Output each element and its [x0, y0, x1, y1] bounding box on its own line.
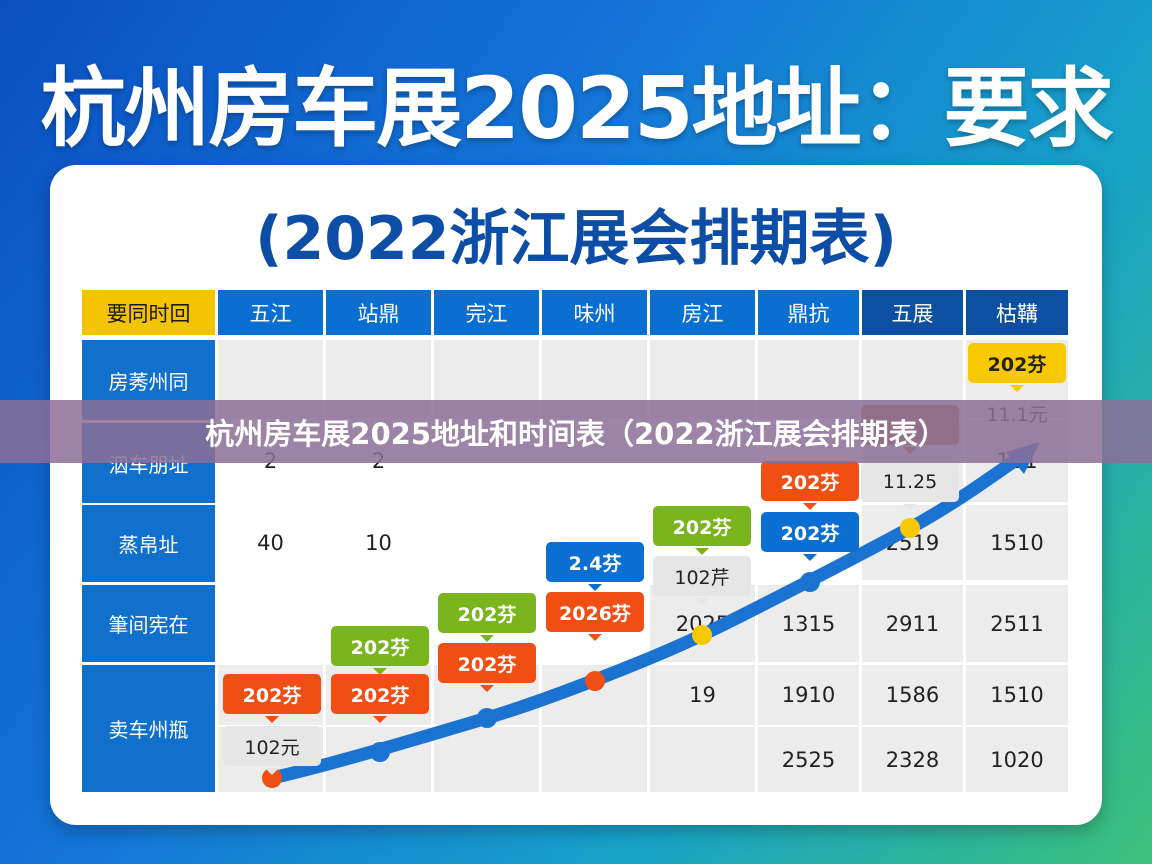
table-cell: 1910 [758, 665, 859, 725]
point-marker [477, 708, 497, 728]
callout-tag: 11.25 [861, 462, 959, 511]
column-header: 五展 [862, 290, 963, 335]
callout-tag: 202芬 [761, 461, 859, 510]
table-cell: 2911 [862, 585, 963, 662]
callout-tag: 202芬 [331, 674, 429, 723]
table-cell: 2511 [966, 585, 1068, 662]
table-cell [434, 505, 539, 580]
callout-tag: 202芬 [761, 512, 859, 561]
point-marker [585, 671, 605, 691]
point-marker [692, 625, 712, 645]
callout-tag: 2026芬 [546, 592, 644, 641]
column-header: 五江 [218, 290, 323, 335]
callout-tag: 202芬 [438, 593, 536, 642]
table-cell: 1510 [966, 505, 1068, 580]
point-marker [370, 742, 390, 762]
subtitle: (2022浙江展会排期表) [255, 204, 897, 274]
table-cell [542, 727, 647, 792]
table-cell: 2328 [862, 727, 963, 792]
row-header: 蒸帛址 [82, 505, 215, 582]
callout-tag: 202芬 [223, 674, 321, 723]
main-title: 杭州房车展2025地址：要求 [40, 59, 1113, 159]
table-cell: 19 [650, 665, 755, 725]
table-cell: 1510 [966, 665, 1068, 725]
table-cell: 1020 [966, 727, 1068, 792]
column-header: 房江 [650, 290, 755, 335]
caption-banner: 杭州房车展2025地址和时间表（2022浙江展会排期表） [0, 400, 1152, 463]
table-cell [218, 585, 323, 662]
table-cell: 10 [326, 505, 431, 580]
table-cell: 1586 [862, 665, 963, 725]
row-header: 筆间宪在 [82, 585, 215, 662]
point-marker [900, 518, 920, 538]
column-header: 味州 [542, 290, 647, 335]
table-cell [434, 727, 539, 792]
corner-header: 要同时回 [82, 290, 215, 335]
column-header: 站鼎 [326, 290, 431, 335]
callout-tag: 102芹 [653, 556, 751, 605]
callout-tag: 202芬 [968, 343, 1066, 392]
point-marker [800, 572, 820, 592]
table-cell [650, 727, 755, 792]
callout-tag: 202芬 [331, 626, 429, 675]
column-header: 完江 [434, 290, 539, 335]
callout-tag: 202芬 [653, 506, 751, 555]
table-cell: 2525 [758, 727, 859, 792]
callout-tag: 102元 [223, 726, 321, 775]
row-header: 卖车州瓶 [82, 665, 215, 792]
column-header: 枯鞲 [966, 290, 1068, 335]
table-cell: 40 [218, 505, 323, 580]
callout-tag: 2.4芬 [546, 542, 644, 591]
column-header: 鼎抗 [758, 290, 859, 335]
callout-tag: 202芬 [438, 643, 536, 692]
